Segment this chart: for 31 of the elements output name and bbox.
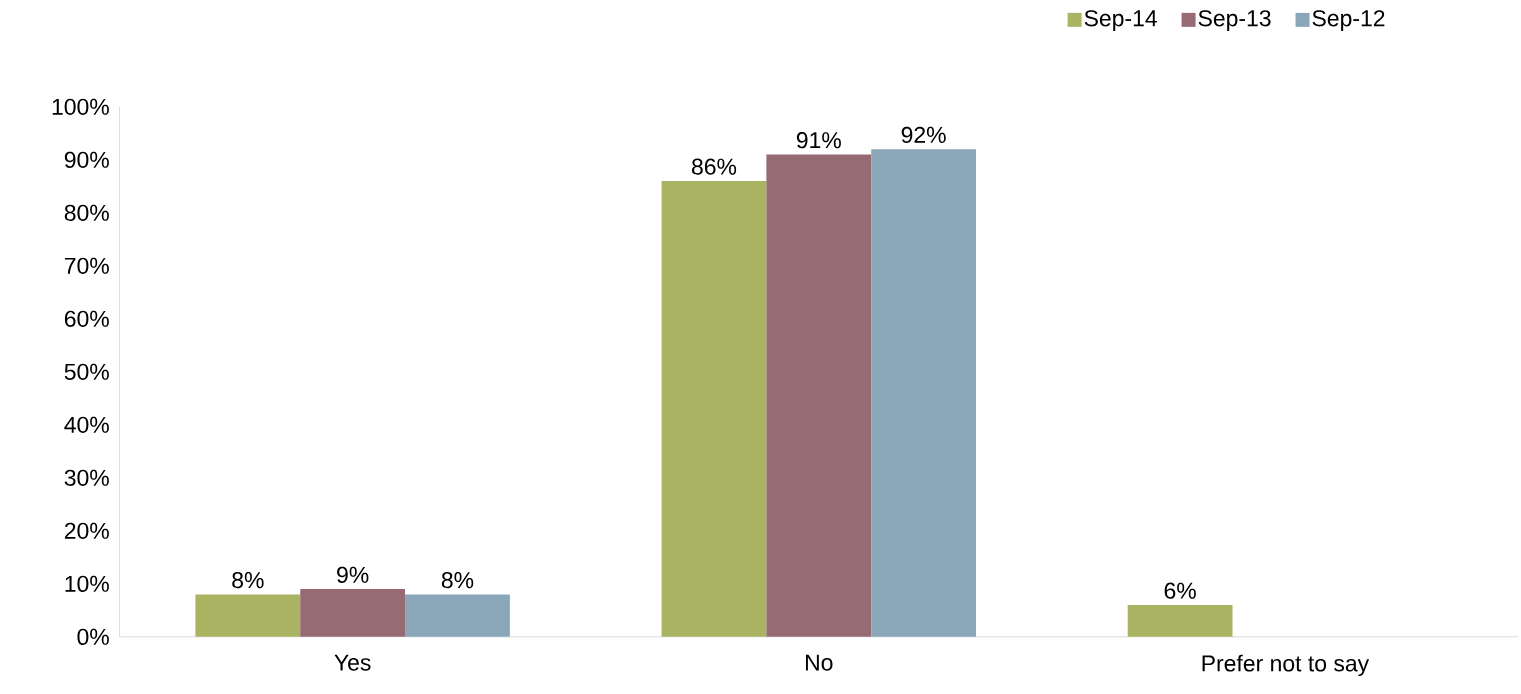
bar: [871, 149, 976, 637]
bar: [405, 594, 510, 637]
bar: [195, 594, 301, 637]
x-tick-label: Yes: [334, 654, 371, 671]
data-label: 6%: [1164, 582, 1196, 599]
legend-label: Sep-14: [1084, 10, 1157, 32]
bar: [1127, 605, 1233, 637]
bar: [766, 154, 872, 637]
bar: [300, 589, 406, 637]
y-tick-label: 80%: [64, 204, 109, 222]
y-tick-label: 60%: [64, 310, 109, 328]
data-label: 8%: [441, 572, 474, 589]
data-label: 8%: [232, 572, 264, 589]
bar: [661, 181, 767, 637]
y-tick-label: 50%: [64, 363, 109, 381]
x-tick-label: Prefer not to say: [1202, 654, 1370, 677]
y-tick-label: 100%: [52, 98, 109, 116]
y-tick-label: 70%: [64, 257, 109, 275]
legend-label: Sep-12: [1312, 10, 1385, 32]
legend-label: Sep-13: [1198, 10, 1271, 32]
x-tick-label: No: [805, 654, 833, 671]
y-tick-label: 0%: [77, 628, 109, 646]
data-label: 86%: [692, 158, 737, 175]
data-label: 92%: [901, 126, 946, 144]
data-label: 9%: [337, 566, 369, 584]
y-tick-label: 90%: [64, 151, 109, 169]
y-tick-label: 40%: [64, 416, 109, 434]
y-tick-label: 10%: [65, 575, 109, 593]
y-tick-label: 30%: [64, 469, 109, 487]
y-tick-label: 20%: [64, 522, 109, 540]
data-label: 91%: [796, 132, 841, 149]
